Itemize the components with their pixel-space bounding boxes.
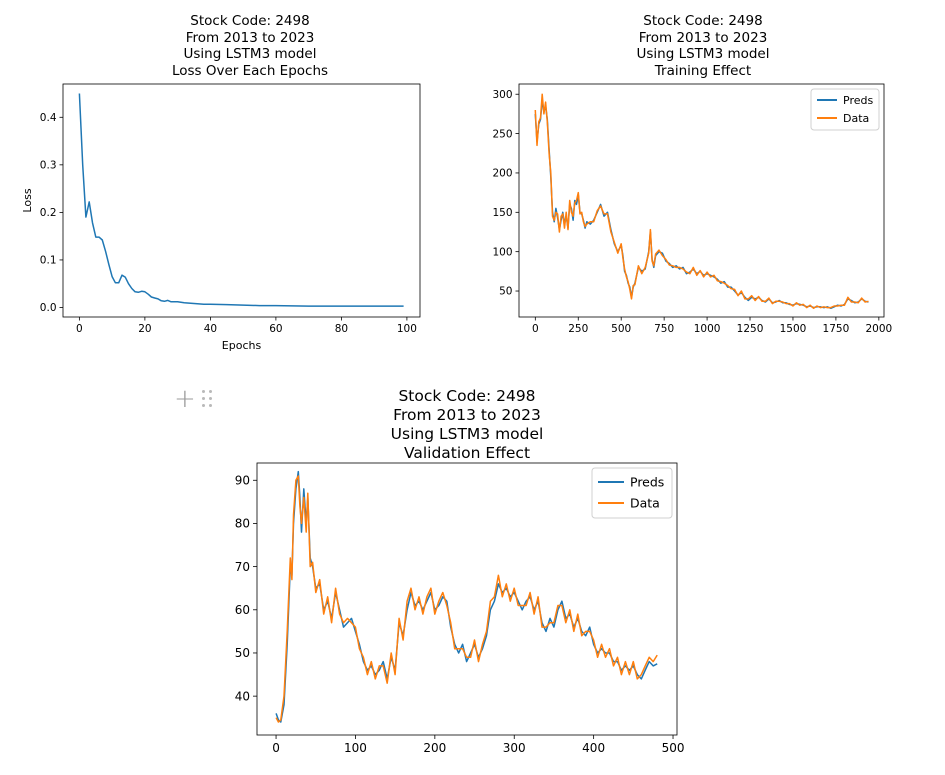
training-chart-title: Stock Code: 2498 From 2013 to 2023 Using… (573, 13, 833, 79)
x-tick-label: 1500 (780, 323, 807, 335)
legend: Preds Data (810, 88, 880, 131)
loss-chart-title: Stock Code: 2498 From 2013 to 2023 Using… (120, 13, 380, 79)
title-line: From 2013 to 2023 (638, 29, 768, 46)
x-tick-label: 250 (568, 323, 588, 335)
training-chart: 0 250 500 750 1000 1250 1500 1750 2000 50 100 150 20… (492, 83, 892, 335)
x-tick-label: 750 (654, 323, 674, 335)
title-line: Validation Effect (403, 444, 531, 462)
drag-handle-icon[interactable] (202, 390, 214, 408)
legend: Preds Data (591, 467, 673, 519)
x-tick-label: 300 (503, 741, 526, 755)
y-tick-label: 90 (235, 473, 250, 487)
validation-chart: 0 100 200 300 400 500 40 50 60 70 80 90 Preds Data (235, 462, 685, 755)
plus-icon[interactable]: + (174, 384, 196, 414)
x-tick-label: 0 (272, 741, 280, 755)
series-line-loss (78, 93, 404, 307)
title-line: Stock Code: 2498 (190, 13, 310, 29)
x-tick-label: 0 (532, 323, 539, 335)
title-line: Loss Over Each Epochs (171, 62, 329, 79)
plot-frame (256, 462, 678, 736)
plot-frame (62, 83, 421, 318)
x-tick-label: 40 (204, 323, 217, 335)
y-tick-label: 100 (492, 246, 512, 258)
x-tick-label: 60 (269, 323, 282, 335)
y-tick-label: 250 (492, 128, 512, 140)
x-tick-label: 0 (76, 323, 83, 335)
y-axis-label: Loss (21, 188, 34, 212)
x-tick-label: 100 (397, 323, 417, 335)
title-line: From 2013 to 2023 (185, 29, 315, 46)
legend-label-data: Data (630, 496, 660, 511)
title-line: Using LSTM3 model (183, 46, 317, 62)
legend-label-preds: Preds (630, 475, 664, 490)
title-line: From 2013 to 2023 (393, 406, 541, 424)
y-tick-label: 50 (235, 646, 250, 660)
x-tick-label: 100 (344, 741, 367, 755)
x-tick-label: 1250 (737, 323, 764, 335)
legend-label-preds: Preds (843, 94, 873, 107)
series-line-preds (534, 99, 869, 310)
y-tick-label: 40 (235, 689, 250, 703)
y-tick-label: 70 (235, 560, 250, 574)
y-tick-label: 0.4 (40, 112, 57, 124)
x-axis-label: Epochs (222, 339, 262, 352)
y-tick-label: 80 (235, 517, 250, 531)
x-tick-label: 500 (662, 741, 685, 755)
x-tick-label: 400 (582, 741, 605, 755)
x-tick-label: 1750 (823, 323, 850, 335)
y-tick-label: 60 (235, 603, 250, 617)
legend-box (591, 467, 673, 519)
title-line: Training Effect (654, 62, 752, 79)
series-line-data (275, 475, 658, 723)
y-tick-label: 300 (492, 89, 512, 101)
y-tick-label: 150 (492, 207, 512, 219)
y-tick-label: 0.3 (40, 160, 57, 172)
x-tick-label: 80 (335, 323, 348, 335)
x-tick-label: 1000 (694, 323, 721, 335)
validation-chart-title: Stock Code: 2498 From 2013 to 2023 Using… (317, 387, 617, 463)
x-tick-label: 2000 (865, 323, 892, 335)
x-tick-label: 500 (611, 323, 631, 335)
y-tick-label: 50 (499, 286, 512, 298)
title-line: Using LSTM3 model (636, 46, 770, 62)
legend-label-data: Data (843, 112, 869, 125)
title-line: Using LSTM3 model (390, 425, 544, 443)
x-tick-label: 20 (138, 323, 151, 335)
series-line-data (534, 93, 869, 310)
cell-toolbar: + (172, 386, 222, 414)
title-line: Stock Code: 2498 (398, 387, 536, 405)
y-tick-label: 0.2 (40, 207, 57, 219)
loss-chart: 0 20 40 60 80 100 0.0 0.1 0.2 0.3 0.4 Epochs Loss (21, 83, 421, 352)
y-tick-label: 0.0 (40, 302, 57, 314)
y-tick-label: 0.1 (40, 255, 57, 267)
plot-frame (518, 83, 885, 318)
title-line: Stock Code: 2498 (643, 13, 763, 29)
y-tick-label: 200 (492, 168, 512, 180)
x-tick-label: 200 (423, 741, 446, 755)
